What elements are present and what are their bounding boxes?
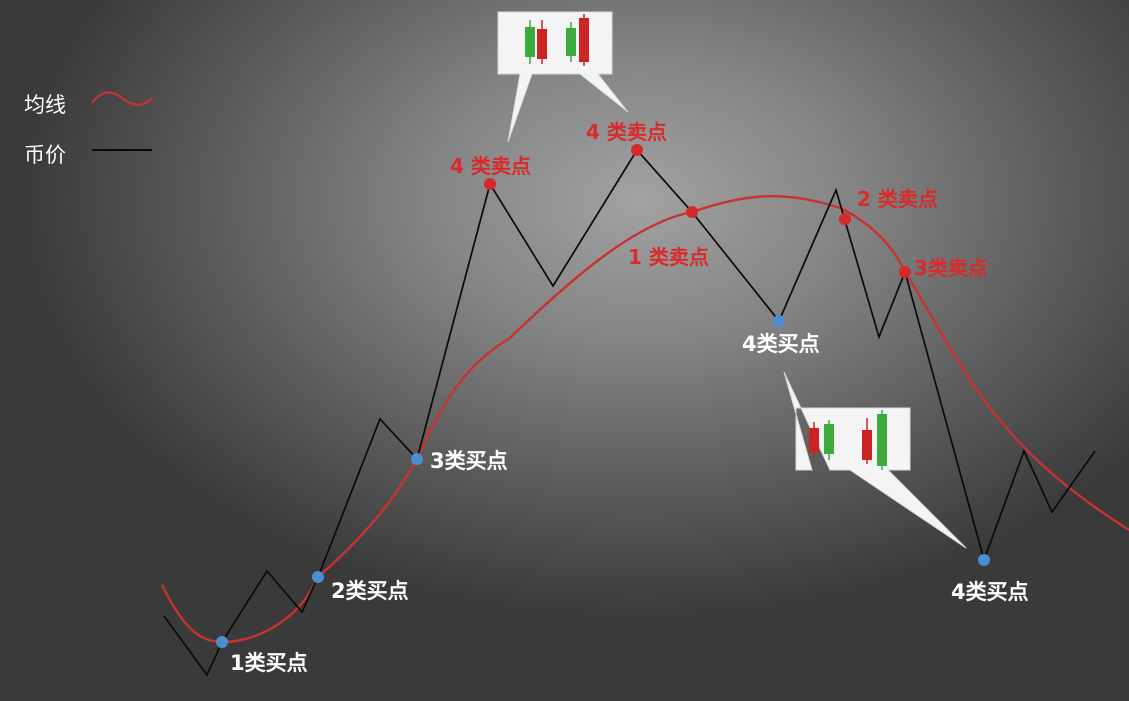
legend-ma-label: 均线 [24, 93, 66, 117]
legend-ma-swatch [91, 91, 153, 106]
bottom-callout [783, 371, 967, 549]
price-line [163, 148, 1096, 677]
buy-point-label: 2类买点 [331, 579, 409, 603]
legend: 均线 币价 [24, 91, 153, 167]
sell-point-dot [839, 213, 851, 225]
buy-point-label: 3类买点 [430, 449, 508, 473]
candle-bear-3 [809, 422, 819, 458]
candle-bull-1 [525, 20, 535, 64]
candle-bear-4 [862, 418, 872, 464]
sell-point-label: 4 类卖点 [586, 120, 667, 144]
buy-points: 1类买点 2类买点 3类买点 4类买点 4类买点 [216, 315, 1029, 675]
buy-point-label: 4类买点 [951, 580, 1029, 604]
sell-point-label: 2 类卖点 [857, 187, 938, 211]
sell-point-label: 3类卖点 [914, 256, 988, 280]
sell-point-label: 4 类卖点 [450, 154, 531, 178]
top-callout [497, 11, 629, 143]
buy-point-dot [312, 571, 324, 583]
sell-point-dot [686, 206, 698, 218]
buy-point-label: 1类买点 [230, 651, 308, 675]
candle-bull-2 [566, 22, 576, 62]
moving-average-line [160, 195, 1129, 644]
candle-bear-2 [579, 14, 589, 66]
sell-point-label: 1 类卖点 [628, 245, 709, 269]
legend-price-label: 币价 [24, 143, 66, 167]
sell-point-dot [631, 144, 643, 156]
buy-point-dot [216, 636, 228, 648]
sell-points: 4 类卖点 4 类卖点 1 类卖点 2 类卖点 3类卖点 [450, 120, 988, 280]
candle-bull-4 [877, 410, 887, 470]
buy-point-dot [773, 315, 785, 327]
sell-point-dot [899, 266, 911, 278]
buy-point-dot [978, 554, 990, 566]
candle-bear-1 [537, 20, 547, 64]
candle-bull-3 [824, 420, 834, 460]
buy-point-dot [411, 453, 423, 465]
buy-point-label: 4类买点 [742, 332, 820, 356]
sell-point-dot [484, 178, 496, 190]
